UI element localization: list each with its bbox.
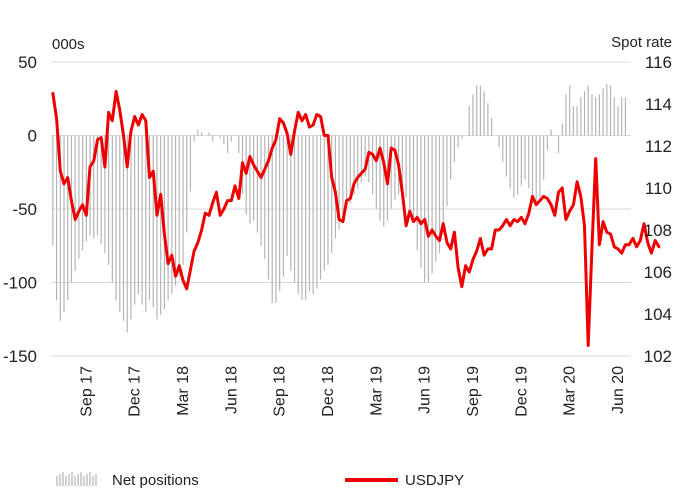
right-tick-label: 102 [644, 347, 672, 366]
right-tick-label: 108 [644, 221, 672, 240]
left-axis-ticks: 50 0 -50 -100 -150 [3, 53, 37, 366]
x-tick-label: Jun 19 [417, 366, 434, 414]
net-positions-bars [52, 84, 627, 333]
left-tick-label: 0 [28, 127, 37, 146]
left-tick-label: -50 [12, 200, 37, 219]
right-axis-ticks: 116 114 112 110 108 106 104 102 [644, 53, 672, 366]
right-axis-unit-label: Spot rate [611, 34, 672, 51]
x-tick-label: Jun 18 [223, 366, 240, 414]
right-tick-label: 114 [645, 95, 672, 114]
legend-bars-icon [56, 472, 97, 486]
right-tick-label: 110 [645, 179, 672, 198]
legend: Net positions USDJPY [56, 472, 464, 489]
x-tick-label: Jun 20 [610, 366, 627, 414]
usdjpy-line-group [51, 89, 661, 347]
x-tick-label: Dec 18 [320, 366, 337, 417]
right-tick-label: 104 [644, 305, 672, 324]
x-tick-label: Dec 19 [513, 366, 530, 417]
legend-net-positions-label: Net positions [112, 472, 199, 489]
x-tick-label: Mar 18 [175, 366, 192, 416]
x-tick-label: Sep 19 [465, 366, 482, 417]
right-tick-label: 106 [644, 263, 672, 282]
x-tick-label: Dec 17 [127, 366, 144, 417]
x-tick-label: Sep 18 [272, 366, 289, 417]
legend-usdjpy-label: USDJPY [405, 472, 464, 489]
x-axis-ticks: Sep 17 Dec 17 Mar 18 Jun 18 Sep 18 Dec 18 Mar … [78, 366, 627, 417]
right-tick-label: 116 [645, 53, 672, 72]
x-tick-label: Mar 20 [562, 366, 579, 416]
usdjpy-line [51, 89, 661, 347]
left-tick-label: -150 [3, 347, 37, 366]
left-tick-label: 50 [18, 53, 37, 72]
right-tick-label: 112 [645, 137, 672, 156]
left-tick-label: -100 [3, 274, 37, 293]
x-tick-label: Sep 17 [78, 366, 95, 417]
left-axis-unit-label: 000s [52, 36, 85, 53]
x-tick-label: Mar 19 [368, 366, 385, 416]
